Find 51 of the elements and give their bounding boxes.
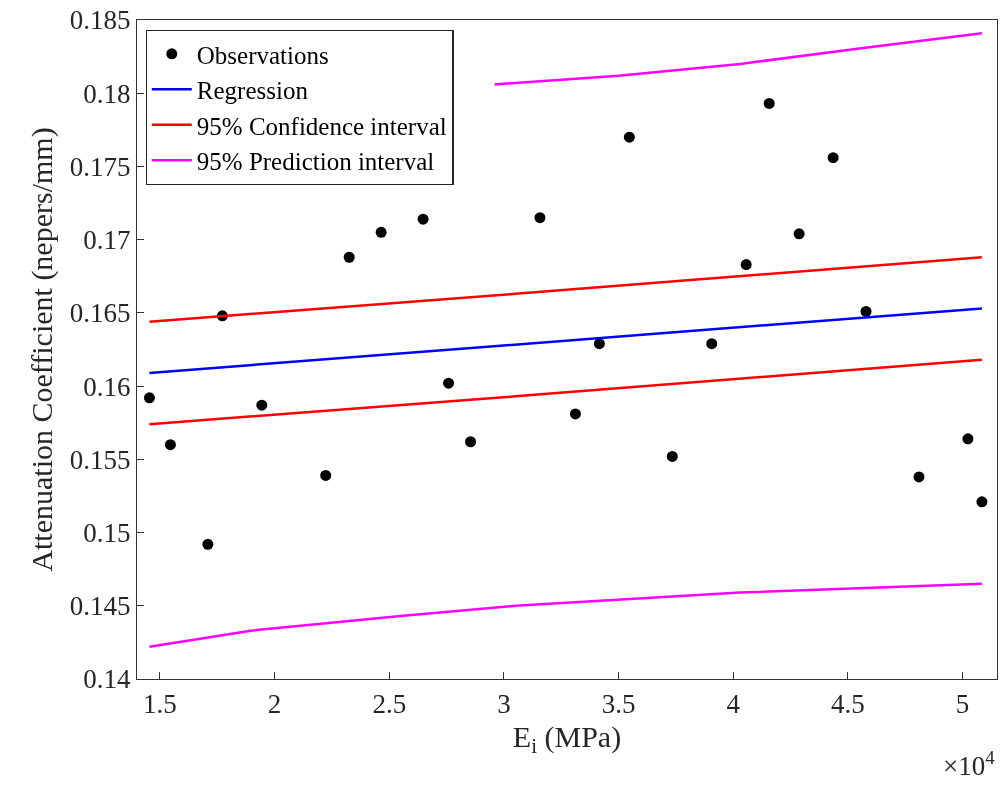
point bbox=[417, 213, 429, 225]
legend-label: Observations bbox=[196, 41, 329, 69]
x-tick-label: 4 bbox=[726, 688, 741, 719]
y-tick-label: 0.165 bbox=[69, 298, 131, 329]
point bbox=[860, 305, 872, 317]
point bbox=[164, 439, 176, 451]
x-tick-label: 5 bbox=[955, 688, 970, 719]
point bbox=[976, 496, 988, 508]
y-tick-label: 0.145 bbox=[69, 591, 131, 622]
line-series bbox=[493, 31, 984, 86]
point bbox=[320, 469, 332, 481]
point bbox=[623, 131, 635, 143]
point bbox=[740, 259, 752, 271]
y-axis-title: Attenuation Coefficient (nepers/mm) bbox=[24, 127, 59, 572]
x-axis-title: E$_{i}$ (MPa) bbox=[512, 720, 622, 759]
x-tick-label: 4.5 bbox=[831, 688, 865, 719]
point bbox=[443, 377, 455, 389]
legend-label: 95% Confidence interval bbox=[196, 112, 447, 140]
x-tick-label: 3.5 bbox=[601, 688, 636, 719]
point bbox=[706, 338, 718, 350]
x-tick-label: 3 bbox=[497, 688, 511, 719]
y-tick-label: 0.14 bbox=[83, 664, 131, 695]
point bbox=[793, 228, 805, 240]
point bbox=[827, 152, 839, 164]
x-tick-label: 1.5 bbox=[143, 688, 177, 719]
point bbox=[666, 450, 678, 462]
point bbox=[375, 226, 387, 238]
point bbox=[465, 436, 477, 448]
point bbox=[913, 471, 925, 483]
point bbox=[143, 392, 155, 404]
x-tick-label: 2 bbox=[267, 688, 282, 719]
y-tick-label: 0.185 bbox=[69, 5, 131, 36]
point bbox=[534, 212, 546, 224]
point bbox=[343, 251, 355, 263]
y-tick-label: 0.18 bbox=[83, 78, 131, 109]
point bbox=[569, 408, 581, 420]
point bbox=[962, 433, 974, 445]
x-tick-label: 2.5 bbox=[372, 688, 407, 719]
point bbox=[593, 338, 605, 350]
point bbox=[256, 399, 268, 411]
text: ×10$^{4}$ bbox=[943, 747, 996, 782]
legend-label: Regression bbox=[196, 77, 309, 105]
y-tick-label: 0.17 bbox=[83, 225, 131, 256]
y-tick-label: 0.16 bbox=[83, 371, 131, 402]
y-tick-label: 0.175 bbox=[69, 151, 131, 182]
y-tick-label: 0.15 bbox=[83, 518, 131, 549]
line-series bbox=[148, 582, 984, 649]
point bbox=[202, 538, 214, 550]
y-tick-label: 0.155 bbox=[69, 444, 131, 475]
legend-label: 95% Prediction interval bbox=[196, 148, 435, 176]
point bbox=[763, 97, 775, 109]
